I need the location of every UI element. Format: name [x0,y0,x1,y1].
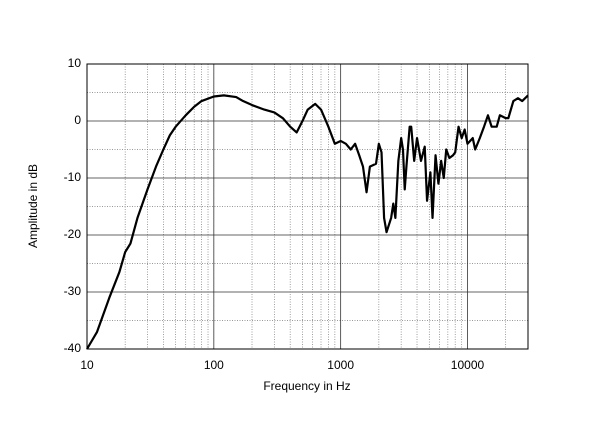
x-tick-label: 100 [204,358,224,372]
response-line [86,94,529,350]
y-tick-label: 10 [68,56,82,70]
y-tick-label: -40 [64,341,82,355]
plot-frame [86,63,529,350]
y-tick-label: -20 [64,227,82,241]
y-tick-label: -30 [64,284,82,298]
y-tick-label: 0 [74,113,81,127]
y-axis-label: Amplitude in dB [26,164,40,248]
x-tick-label: 1000 [327,358,354,372]
x-tick-label: 10000 [451,358,485,372]
x-axis-label: Frequency in Hz [263,379,350,393]
y-tick-label: -10 [64,170,82,184]
x-tick-label: 10 [80,358,94,372]
